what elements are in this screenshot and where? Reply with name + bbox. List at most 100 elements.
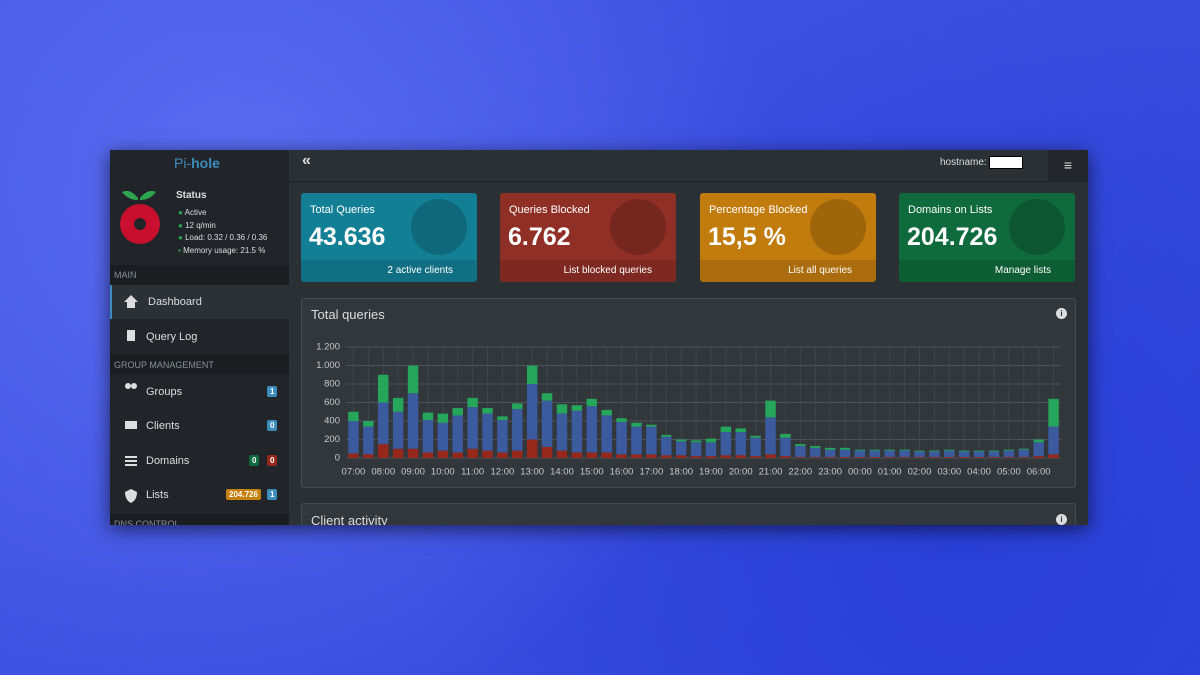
bar-segment	[631, 454, 642, 458]
nav-domains[interactable]: Domains 0 0	[110, 444, 289, 478]
bar-segment	[973, 450, 985, 452]
x-tick-label: 16:00	[610, 467, 634, 478]
bar-segment	[795, 445, 806, 458]
card-value: 6.762	[508, 223, 571, 251]
bar-segment	[914, 457, 925, 458]
bar-segment	[899, 449, 910, 451]
bar-segment	[556, 404, 568, 414]
bar-segment	[407, 393, 419, 449]
bar-segment	[601, 409, 612, 416]
bar-segment	[690, 456, 702, 458]
hostname-redacted	[989, 156, 1024, 169]
x-tick-label: 15:00	[580, 467, 604, 478]
collapse-button[interactable]: «	[302, 152, 311, 169]
bar-segment	[765, 417, 776, 455]
bar-segment	[839, 449, 851, 458]
nav-query-log[interactable]: Query Log	[110, 320, 289, 354]
bar-segment	[437, 450, 449, 458]
x-tick-label: 14:00	[550, 467, 574, 478]
bar-segment	[720, 432, 732, 456]
bar-segment	[392, 448, 404, 458]
bar-segment	[497, 416, 508, 421]
bar-segment	[378, 444, 389, 458]
card-title: Total Queries	[310, 204, 375, 216]
bar-segment	[988, 451, 1000, 458]
bar-segment	[467, 407, 478, 449]
bar-segment	[407, 365, 419, 394]
status-item: ● 12 q/min	[178, 220, 216, 230]
bar-segment	[973, 451, 985, 458]
bar-segment	[854, 457, 866, 458]
card-footer[interactable]: List all queries	[700, 260, 876, 282]
bar-segment	[1033, 439, 1044, 443]
bar-segment	[780, 433, 791, 438]
x-tick-label: 20:00	[729, 467, 753, 478]
bar-segment	[705, 442, 717, 457]
bar-segment	[988, 450, 1000, 452]
bar-segment	[675, 439, 687, 442]
status-text: Memory usage: 21.5 %	[183, 245, 266, 255]
bar-segment	[824, 449, 836, 458]
info-icon[interactable]: i	[1056, 308, 1067, 319]
stat-card: Domains on Lists 204.726 Manage lists	[899, 193, 1075, 282]
bar-segment	[958, 450, 970, 452]
bar-segment	[720, 455, 732, 458]
x-tick-label: 11:00	[461, 467, 484, 478]
brand-suffix: hole	[191, 155, 220, 171]
card-footer[interactable]: 2 active clients	[301, 260, 477, 282]
bar-segment	[437, 422, 449, 451]
bar-segment	[526, 384, 538, 440]
bar-segment	[854, 449, 866, 451]
brand[interactable]: Pi-hole	[174, 155, 220, 171]
bar-segment	[646, 454, 657, 458]
chart: 0 200 400 600 800 1.000 1.200 07:00 08:00 09:00 10…	[316, 342, 1061, 478]
nav-clients[interactable]: Clients 0	[110, 409, 289, 443]
nav-header: DNS CONTROL	[110, 514, 289, 525]
card-footer[interactable]: Manage lists	[899, 260, 1075, 282]
x-tick-label: 05:00	[997, 467, 1021, 478]
card-link: List blocked queries	[563, 265, 652, 276]
badge: 204.726	[226, 489, 261, 500]
card-footer[interactable]: List blocked queries	[500, 260, 676, 282]
x-tick-label: 19:00	[699, 467, 723, 478]
menu-button[interactable]: ≡	[1048, 150, 1088, 181]
bar-segment	[750, 437, 761, 457]
bar-segment	[914, 450, 925, 452]
info-icon[interactable]: i	[1056, 514, 1067, 525]
bar-segment	[467, 397, 478, 408]
bar-segment	[616, 454, 627, 458]
bar-segment	[482, 408, 493, 414]
bar-segment	[556, 450, 568, 458]
bar-segment	[586, 398, 597, 407]
bar-segment	[944, 457, 955, 458]
y-tick-label: 0	[335, 453, 340, 464]
x-tick-label: 17:00	[639, 467, 663, 478]
nav-label: Groups	[146, 386, 183, 398]
status-list: ● Active ● 12 q/min ● Load: 0.32 / 0.36 …	[178, 207, 267, 257]
nav-dashboard[interactable]: Dashboard	[110, 285, 289, 319]
bar-segment	[1003, 457, 1015, 458]
bar-segment	[392, 411, 404, 449]
nav-groups[interactable]: Groups 1	[110, 375, 289, 409]
bar-segment	[675, 441, 687, 456]
x-tick-label: 23:00	[818, 467, 842, 478]
nav-lists[interactable]: Lists 204.726 1	[110, 478, 289, 512]
bar-segment	[631, 426, 642, 455]
bar-segment	[541, 393, 553, 401]
bar-segment	[795, 457, 806, 458]
x-tick-label: 10:00	[431, 467, 455, 478]
x-tick-label: 12:00	[491, 467, 515, 478]
bar-segment	[735, 428, 746, 433]
stat-card: Total Queries 43.636 2 active clients	[301, 193, 477, 282]
card-title: Domains on Lists	[908, 204, 993, 216]
bar-segment	[869, 450, 881, 458]
bar-segment	[422, 420, 434, 453]
bar-segment	[899, 450, 910, 458]
status-item: ● Load: 0.32 / 0.36 / 0.36	[178, 233, 268, 242]
badge: 0	[267, 420, 278, 431]
bar-segment	[452, 408, 463, 416]
bar-segment	[675, 455, 687, 458]
badge: 1	[267, 489, 278, 500]
sidebar: Pi-hole Status ● Active ● 12 q/min ● Loa…	[110, 150, 289, 525]
bar-segment	[378, 402, 389, 445]
